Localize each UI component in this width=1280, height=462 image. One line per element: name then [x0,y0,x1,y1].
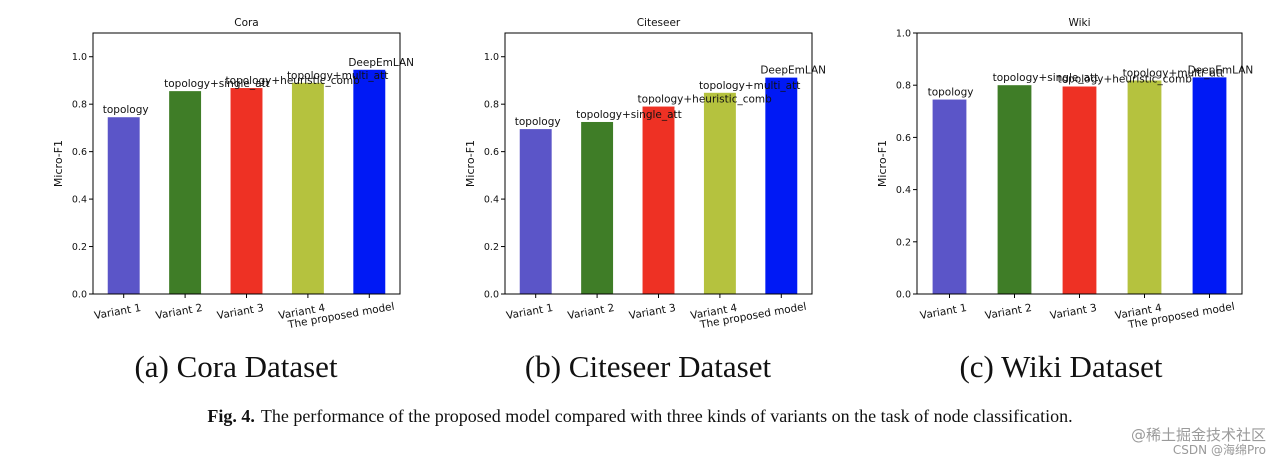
bar-label-2: topology+single_att [576,109,682,121]
bar-5 [765,77,798,294]
bar-2 [997,85,1032,294]
watermark-line-1: @稀土掘金技术社区 [1130,426,1266,444]
x-tick-label-3: Variant 3 [216,302,265,322]
bar-1 [519,129,552,294]
y-tick-label-5: 0.8 [484,100,499,111]
bar-label-4: topology+multi_att [699,80,800,92]
y-tick-label-3: 0.4 [72,195,87,206]
bar-1 [107,117,140,294]
bar-label-5: DeepEmLAN [760,65,826,77]
bar-label-5: DeepEmLAN [1188,64,1254,76]
bar-label-3: topology+heuristic_comb [226,75,361,87]
y-tick-label-1: 0.0 [72,290,87,301]
y-axis-label: Micro-F1 [464,140,477,187]
y-axis-label: Micro-F1 [876,140,889,187]
watermark: @稀土掘金技术社区 CSDN @海绵Pro [1131,428,1266,458]
bar-label-1: topology [103,104,149,116]
x-tick-label-1: Variant 1 [93,302,142,322]
y-tick-label-4: 0.6 [896,133,911,144]
y-tick-label-2: 0.2 [484,242,499,253]
bar-5 [1192,77,1227,295]
bar-4 [1127,80,1162,294]
subfigure-caption: (b) Citeseer Dataset [525,349,772,384]
chart-panel-2: topology topology+single_att topology+heur… [464,17,826,384]
y-tick-label-6: 1.0 [484,52,499,63]
bar-label-2: topology+single_att [164,78,270,90]
y-tick-label-6: 1.0 [72,52,87,63]
y-axis-label: Micro-F1 [52,140,65,187]
y-tick-label-4: 0.6 [484,147,499,158]
bar-2 [581,121,614,294]
y-tick-label-1: 0.0 [484,290,499,301]
y-tick-label-5: 0.8 [72,100,87,111]
bar-label-1: topology [515,116,561,128]
bar-label-2: topology+single_att [993,72,1099,84]
chart-title: Citeseer [637,17,681,29]
y-tick-label-5: 0.8 [896,81,911,92]
bar-label-3: topology+heuristic_comb [1058,74,1193,86]
chart-panel-3: topology topology+single_atttopology+heur… [876,17,1253,384]
bar-4 [291,82,324,294]
bar-label-4: topology+multi_att [1123,68,1224,80]
figure-caption: Fig. 4. The performance of the proposed m… [0,406,1280,427]
x-tick-label-2: Variant 2 [155,302,204,322]
chart-title: Cora [234,17,259,29]
bar-label-3: topology+heuristic_comb [638,94,773,106]
y-tick-label-3: 0.4 [484,195,499,206]
figure-caption-text: The performance of the proposed model co… [260,406,1073,426]
y-tick-label-2: 0.2 [72,242,87,253]
x-tick-label-2: Variant 2 [567,302,616,322]
bar-label-5: DeepEmLAN [348,57,414,69]
y-tick-label-6: 1.0 [896,29,911,40]
x-tick-label-1: Variant 1 [505,302,554,322]
bar-label-4: topology+multi_att [287,70,388,82]
x-tick-label-3: Variant 3 [1049,302,1098,322]
x-tick-label-2: Variant 2 [984,302,1033,322]
chart-panel-1: topology topology+single_atttopology+heur… [52,17,414,384]
bar-3 [230,88,263,294]
x-tick-label-1: Variant 1 [919,302,968,322]
y-tick-label-1: 0.0 [896,290,911,301]
bar-2 [169,91,202,294]
bar-3 [642,106,675,294]
figure-label: Fig. 4. [207,406,255,426]
bar-3 [1062,86,1097,294]
chart-title: Wiki [1068,17,1090,29]
subfigure-caption: (c) Wiki Dataset [959,349,1162,384]
y-tick-label-3: 0.4 [896,185,911,196]
bar-label-1: topology [928,87,974,99]
bar-5 [353,69,386,294]
y-tick-label-4: 0.6 [72,147,87,158]
subfigure-caption: (a) Cora Dataset [134,349,338,384]
watermark-line-2: CSDN @海绵Pro [1172,443,1266,457]
bar-4 [703,92,736,294]
bar-1 [932,99,967,294]
x-tick-label-3: Variant 3 [628,302,677,322]
y-tick-label-2: 0.2 [896,237,911,248]
